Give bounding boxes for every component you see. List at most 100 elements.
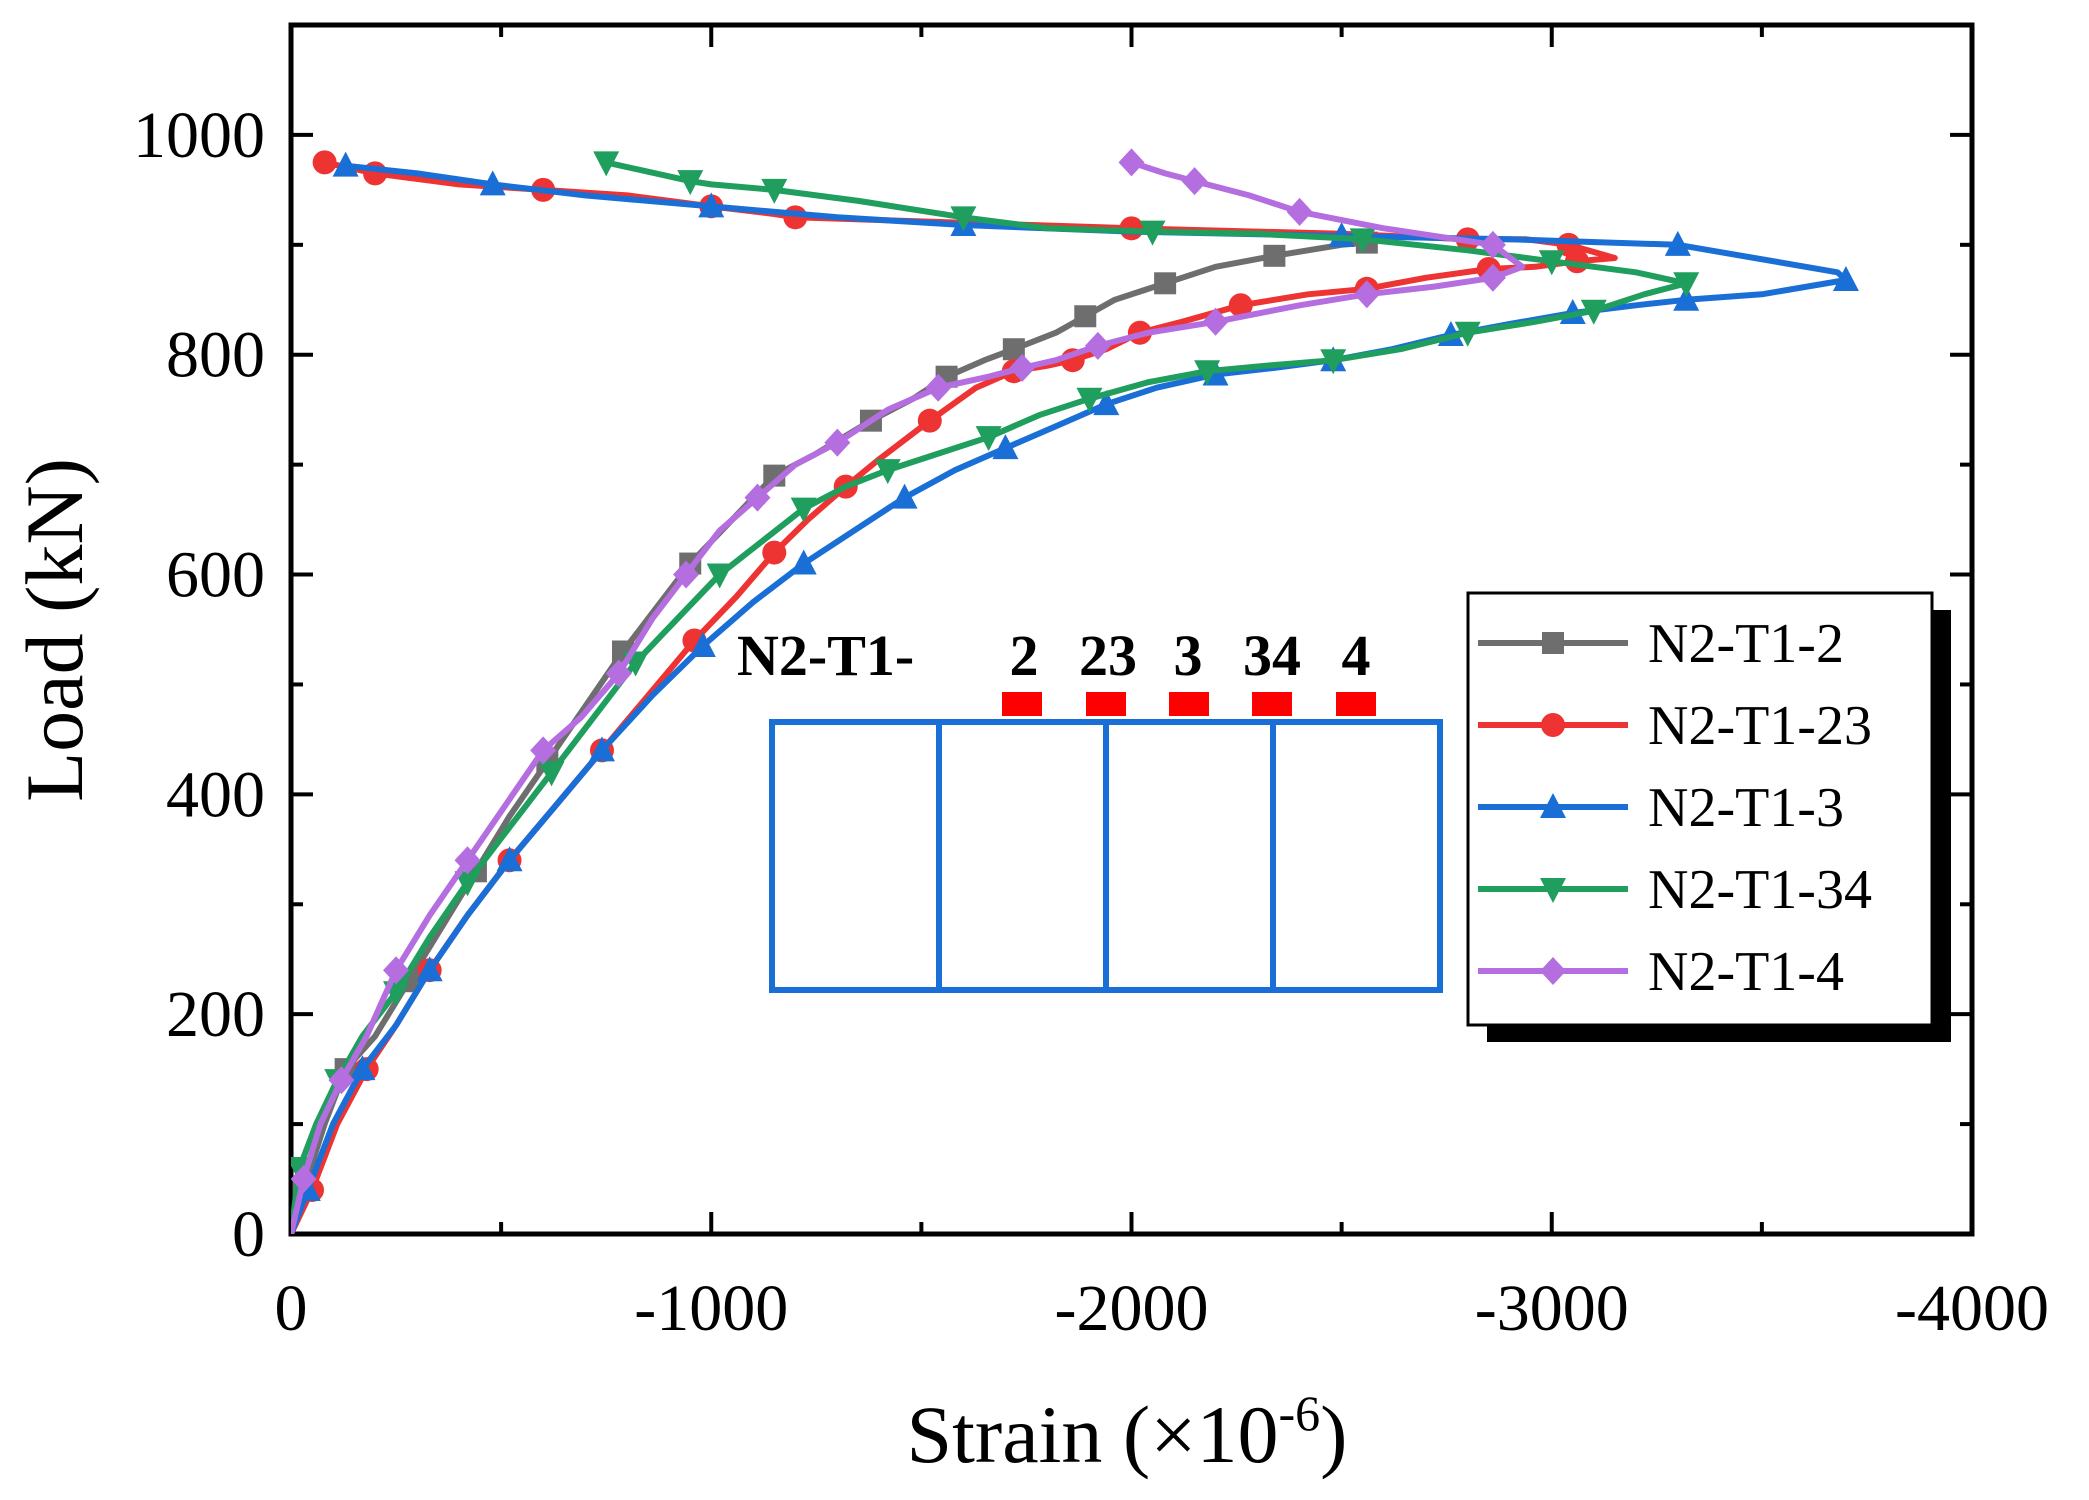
data-point [1349,228,1376,254]
strain-gauge-marker [1002,692,1042,716]
legend-swatch-marker [1541,713,1565,737]
legend-item: N2-T1-23 [1478,695,1872,757]
legend-item: N2-T1-2 [1478,613,1844,675]
data-point [1009,353,1036,382]
data-point [1139,220,1166,246]
data-point [454,871,481,897]
y-tick-labels: 0 200 400 600 800 1000 [133,99,265,1271]
data-point [588,736,615,762]
strain-gauge-marker [1086,692,1126,716]
data-point [454,846,481,875]
legend-item: N2-T1-34 [1478,859,1872,921]
data-point [538,761,565,787]
strain-gauge-marker [1169,692,1209,716]
data-point [975,426,1002,452]
data-point [950,206,977,232]
data-point [1084,331,1111,360]
data-point [677,170,704,196]
data-point [1154,272,1177,295]
legend-item: N2-T1-4 [1478,941,1844,1003]
data-point [689,631,716,657]
data-point [593,151,620,177]
data-point [1202,307,1229,336]
data-point [1673,285,1700,311]
data-point [1194,360,1221,386]
data-point [332,151,359,177]
x-axis-title: Strain (×10-6) [907,1385,1348,1480]
data-point [761,178,788,204]
x-axis-title-superscript: -6 [1278,1385,1320,1441]
y-tick-label: 0 [232,1198,265,1271]
x-tick-label: -1000 [634,1272,788,1345]
legend-swatch-marker [1540,878,1566,903]
y-axis-title: Load (kN) [9,458,100,802]
data-point [1454,321,1481,347]
series-layer [291,148,1859,1234]
legend-swatch-marker [1542,632,1564,654]
legend-label: N2-T1-3 [1648,777,1844,839]
inset-gauge-label-4: 4 [1342,623,1371,688]
series-line [291,159,1690,1234]
inset-prefix-label: N2-T1- [737,623,914,688]
data-point [790,549,817,575]
legend-label: N2-T1-23 [1648,695,1872,757]
series-N2-T1-23 [291,150,1618,1234]
data-point [1286,197,1313,226]
data-point [1538,250,1565,276]
data-point [925,373,952,402]
data-point [312,150,337,175]
data-point [1228,293,1253,318]
data-point [1118,148,1145,177]
data-point [891,483,918,509]
data-point [1074,305,1097,328]
data-point [790,497,817,523]
x-tick-label: -4000 [1895,1272,2049,1345]
data-point [1002,338,1025,361]
y-tick-label: 400 [166,758,265,831]
data-point [1263,244,1286,267]
series-N2-T1-4 [291,148,1526,1234]
data-point [291,1165,317,1194]
legend-label: N2-T1-4 [1648,941,1844,1003]
data-point [917,408,942,433]
data-point [328,1066,355,1095]
data-point [744,483,771,512]
data-point [1479,230,1506,259]
legend-label: N2-T1-2 [1648,613,1844,675]
data-point [992,434,1019,460]
legend-items: N2-T1-2 N2-T1-23 N2-T1-3 N2-T1-34 N2-T1-4 [1478,613,1872,1003]
legend-swatch-marker [1540,957,1566,985]
legend-label: N2-T1-34 [1648,859,1872,921]
data-point [1673,272,1700,298]
data-point [874,459,901,485]
data-point [706,563,733,589]
data-point [762,540,787,565]
data-point [824,428,851,457]
x-tick-label: -2000 [1055,1272,1209,1345]
data-point [1093,390,1120,416]
strain-gauge-marker [1252,692,1292,716]
y-tick-label: 800 [166,319,265,392]
series-line [291,159,1618,1234]
data-point [349,1055,376,1081]
y-tick-label: 600 [166,539,265,612]
series-N2-T1-34 [291,151,1700,1234]
axis-ticks [289,23,1974,1236]
data-point [479,170,506,196]
x-axis-title-text: Strain (×10 [907,1389,1279,1480]
cross-section-inset: N2-T1- 2 23 3 34 4 [737,623,1443,993]
data-point [1664,230,1691,256]
data-point [530,736,557,765]
data-point [416,956,443,982]
data-point [1181,167,1208,196]
legend-item: N2-T1-3 [1478,777,1844,839]
y-tick-label: 200 [166,978,265,1051]
inset-gauge-label-23: 23 [1079,623,1137,688]
data-point [1353,280,1380,309]
data-point [1320,349,1347,375]
legend: N2-T1-2 N2-T1-23 N2-T1-3 N2-T1-34 N2-T1-4 [1466,591,1951,1042]
inset-gauge-label-3: 3 [1174,623,1203,688]
data-point [1479,263,1506,292]
x-tick-label: 0 [275,1272,308,1345]
